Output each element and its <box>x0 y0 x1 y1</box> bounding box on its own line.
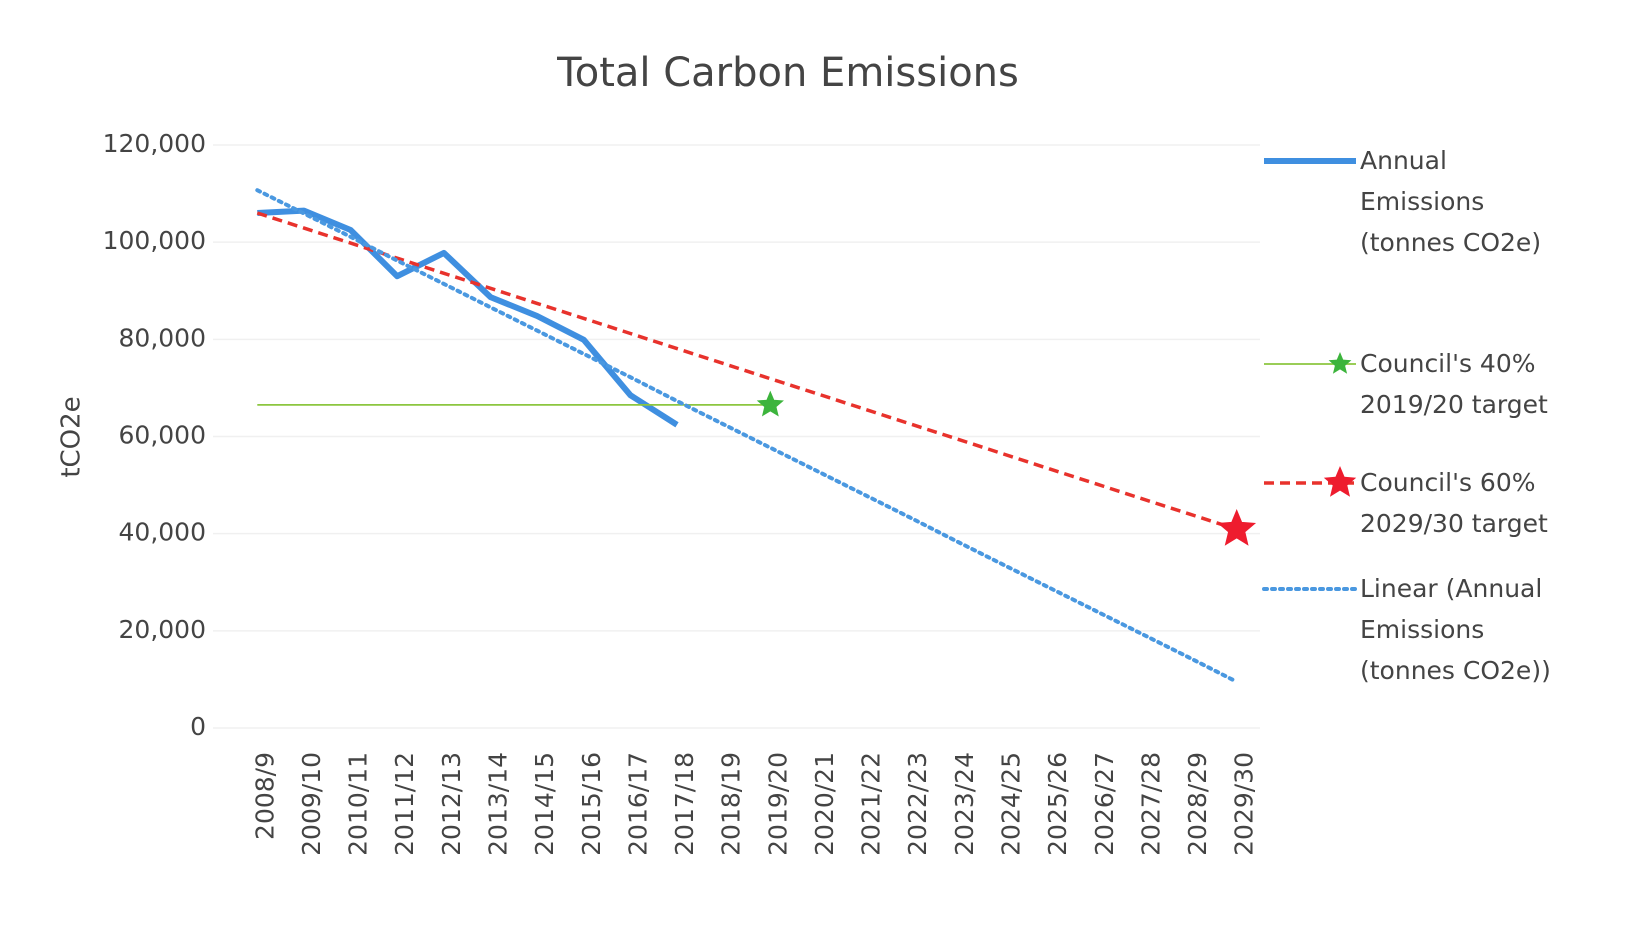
x-tick-label: 2011/12 <box>390 752 419 856</box>
y-tick-label: 20,000 <box>119 615 206 644</box>
y-tick-label: 80,000 <box>119 323 206 352</box>
legend-swatch <box>1264 466 1357 497</box>
legend-swatch <box>1264 158 1356 164</box>
star-marker <box>756 390 784 417</box>
legend-item: Linear (Annual Emissions (tonnes CO2e)) <box>1260 568 1560 691</box>
x-tick-label: 2017/18 <box>670 752 699 856</box>
legend-label: Annual Emissions (tonnes CO2e) <box>1360 146 1542 257</box>
y-tick-label: 60,000 <box>119 421 206 450</box>
y-axis-label: tCO2e <box>57 396 87 477</box>
x-tick-label: 2020/21 <box>810 752 839 856</box>
series-line <box>255 188 1239 684</box>
x-tick-label: 2029/30 <box>1230 752 1259 856</box>
legend-item: Council's 60% 2029/30 target <box>1260 462 1560 544</box>
y-tick-label: 0 <box>190 712 206 741</box>
x-tick-label: 2023/24 <box>950 752 979 856</box>
series-line <box>256 211 1238 531</box>
x-tick-label: 2024/25 <box>997 752 1026 856</box>
legend-label: Council's 60% 2029/30 target <box>1360 468 1548 538</box>
x-tick-label: 2019/20 <box>763 752 792 856</box>
x-tick-label: 2013/14 <box>484 752 513 856</box>
x-tick-label: 2022/23 <box>903 752 932 856</box>
x-tick-label: 2016/17 <box>623 752 652 856</box>
legend-swatch <box>1262 587 1358 591</box>
x-tick-label: 2021/22 <box>857 752 886 856</box>
legend-item: Council's 40% 2019/20 target <box>1260 343 1560 425</box>
legend-swatch <box>1264 352 1356 374</box>
legend-label: Linear (Annual Emissions (tonnes CO2e)) <box>1360 574 1551 685</box>
x-tick-label: 2009/10 <box>297 752 326 856</box>
legend-marker <box>1323 466 1357 497</box>
x-tick-label: 2010/11 <box>344 752 373 856</box>
x-tick-label: 2028/29 <box>1183 752 1212 856</box>
x-tick-label: 2025/26 <box>1043 752 1072 856</box>
legend-label: Council's 40% 2019/20 target <box>1360 349 1548 419</box>
x-tick-label: 2026/27 <box>1090 752 1119 856</box>
star-marker <box>1217 508 1257 546</box>
x-tick-label: 2012/13 <box>437 752 466 856</box>
y-tick-label: 120,000 <box>103 129 206 158</box>
x-tick-label: 2014/15 <box>530 752 559 856</box>
x-tick-label: 2018/19 <box>717 752 746 856</box>
legend-marker <box>1328 352 1352 374</box>
chart-title: Total Carbon Emissions <box>556 50 1019 96</box>
y-tick-label: 100,000 <box>103 226 206 255</box>
y-tick-label: 40,000 <box>119 518 206 547</box>
x-tick-label: 2008/9 <box>250 752 279 840</box>
legend-item: Annual Emissions (tonnes CO2e) <box>1260 140 1560 263</box>
x-tick-label: 2027/28 <box>1136 752 1165 856</box>
x-tick-label: 2015/16 <box>577 752 606 856</box>
